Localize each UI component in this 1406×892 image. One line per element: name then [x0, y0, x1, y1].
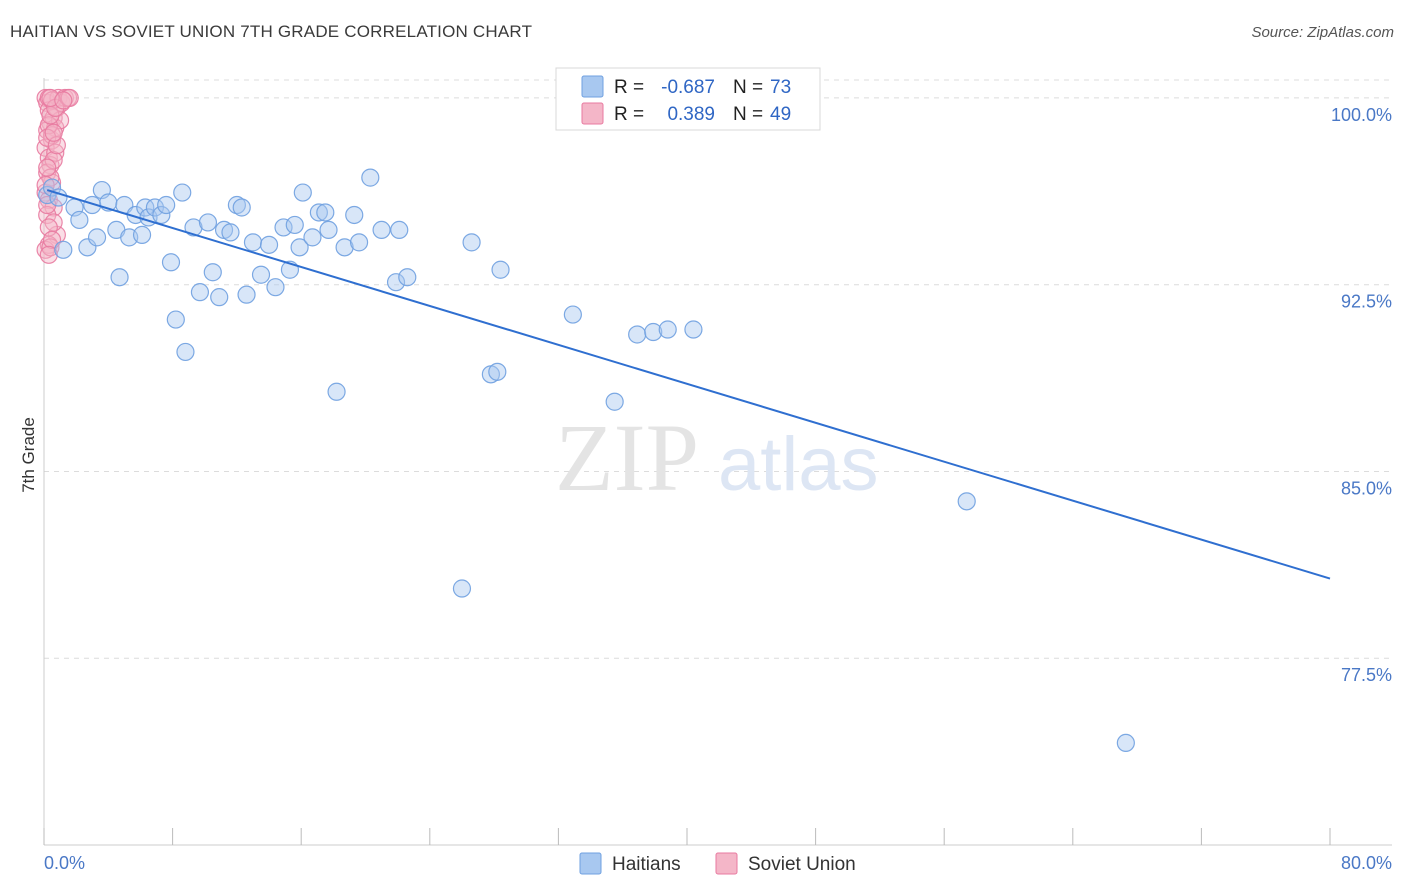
haitians-point	[251, 265, 271, 284]
x-axis-ticks	[43, 828, 1331, 845]
y-tick-label: 77.5%	[1341, 665, 1392, 685]
x-tick-label-min: 0.0%	[44, 853, 85, 873]
haitians-point	[184, 218, 203, 237]
haitians-point	[290, 238, 309, 257]
series-legend: Haitians Soviet Union	[579, 852, 856, 875]
haitians-point	[488, 362, 507, 381]
soviet-union-legend-label: Soviet Union	[748, 854, 856, 875]
haitians-point	[316, 203, 335, 222]
haitians-point	[605, 392, 624, 411]
soviet-union-point	[38, 158, 57, 177]
haitians-point	[132, 225, 152, 244]
stats-legend: R = -0.687 N = 73 R = 0.389 N = 49	[555, 67, 821, 131]
haitians-point	[303, 228, 322, 247]
haitians-point	[345, 205, 364, 225]
soviet-union-legend-swatch	[715, 852, 738, 875]
haitians-point	[157, 195, 176, 215]
haitians-point	[327, 382, 346, 401]
soviet-union-point	[44, 151, 63, 170]
y-tick-label: 100.0%	[1331, 105, 1392, 125]
haitians-point	[398, 268, 417, 287]
haitians-point	[173, 183, 192, 202]
y-axis-tick-labels: 77.5% 85.0% 92.5% 100.0%	[1331, 105, 1392, 685]
haitians-point	[491, 260, 510, 279]
haitians-trend-line	[46, 189, 1331, 580]
haitians-point	[349, 233, 369, 252]
gridlines	[44, 79, 1392, 659]
soviet-union-point	[46, 143, 65, 162]
haitians-point	[49, 188, 68, 207]
haitians-point	[136, 198, 155, 217]
haitians-n-label: N =	[733, 77, 763, 98]
haitians-point	[266, 278, 285, 297]
haitians-point	[198, 213, 218, 232]
haitians-point	[361, 168, 380, 187]
haitians-point	[221, 223, 240, 242]
haitians-point	[259, 235, 279, 254]
soviet-union-point	[36, 240, 55, 259]
haitians-point	[176, 342, 195, 362]
haitians-point	[390, 220, 409, 240]
haitians-point	[78, 238, 97, 257]
haitians-point	[237, 285, 256, 304]
haitians-point	[319, 220, 338, 240]
source-credit: Source: ZipAtlas.com	[1251, 24, 1394, 41]
chart-title: HAITIAN VS SOVIET UNION 7TH GRADE CORREL…	[10, 22, 533, 41]
haitians-legend-swatch	[579, 852, 602, 875]
haitians-point	[1116, 733, 1135, 752]
soviet-union-point	[54, 91, 73, 110]
haitians-point	[227, 195, 246, 215]
watermark: ZIP atlas	[555, 404, 879, 511]
haitians-n-value: 73	[770, 77, 791, 98]
haitians-swatch	[581, 75, 604, 98]
haitians-point	[274, 218, 293, 237]
haitians-point	[957, 492, 976, 511]
haitians-point	[70, 210, 89, 230]
soviet-union-n-value: 49	[770, 104, 791, 125]
haitians-point	[190, 283, 210, 302]
haitians-point	[309, 203, 328, 222]
haitians-legend-label: Haitians	[612, 854, 681, 875]
watermark-atlas: atlas	[718, 422, 879, 507]
haitians-r-value: -0.687	[661, 77, 715, 98]
haitians-point	[232, 198, 251, 217]
y-axis-label: 7th Grade	[19, 417, 38, 493]
haitians-r-label: R =	[614, 77, 644, 98]
haitians-point	[335, 238, 354, 257]
haitians-point	[87, 228, 107, 247]
soviet-union-n-label: N =	[733, 104, 763, 125]
x-tick-label-max: 80.0%	[1341, 853, 1392, 873]
haitians-point	[243, 233, 263, 252]
haitians-point	[203, 263, 222, 282]
y-tick-label: 85.0%	[1341, 478, 1392, 498]
haitians-point	[110, 268, 129, 287]
haitians-point	[684, 320, 703, 339]
soviet-union-swatch	[581, 102, 604, 125]
haitians-point	[161, 253, 181, 272]
watermark-zip: ZIP	[555, 404, 699, 511]
haitians-point	[386, 273, 406, 292]
haitians-point	[293, 183, 312, 202]
haitians-point	[54, 240, 73, 259]
soviet-union-point	[39, 245, 58, 264]
haitians-point	[372, 220, 391, 240]
haitians-point	[166, 310, 185, 329]
soviet-union-r-label: R =	[614, 104, 644, 125]
soviet-union-r-value: 0.389	[667, 104, 715, 125]
haitians-point	[628, 325, 647, 344]
haitians-point	[563, 305, 582, 324]
haitians-point	[658, 320, 677, 339]
soviet-union-points	[36, 88, 79, 264]
haitians-point	[285, 215, 304, 235]
haitians-point	[462, 233, 481, 252]
haitians-point	[644, 322, 663, 342]
haitians-point	[152, 205, 171, 225]
soviet-union-point	[44, 123, 63, 142]
haitians-point	[210, 288, 229, 307]
haitians-point	[452, 579, 472, 598]
y-tick-label: 92.5%	[1341, 292, 1392, 312]
haitians-point	[145, 198, 165, 217]
